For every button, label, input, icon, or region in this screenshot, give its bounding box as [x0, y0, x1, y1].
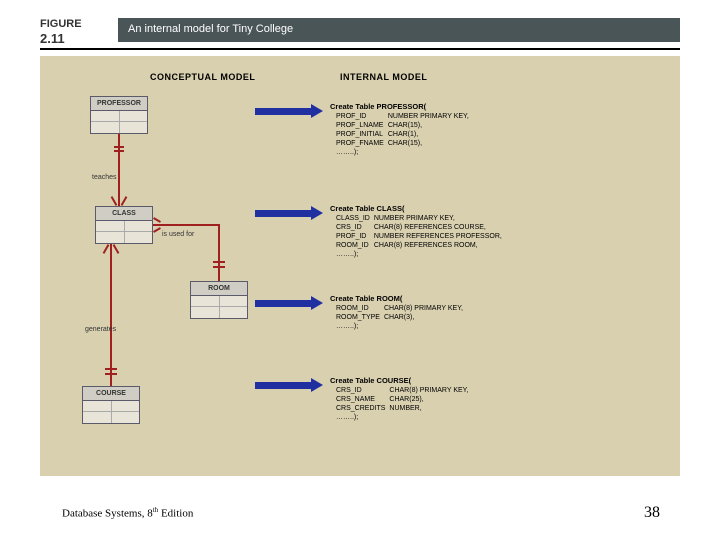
crow-class-right-1: [153, 217, 161, 223]
sql-course-head: Create Table COURSE(: [330, 376, 472, 386]
rel-isusedfor: is used for: [162, 231, 194, 238]
figure-title: An internal model for Tiny College: [128, 23, 293, 35]
sql-course-rows: CRS_IDCHAR(8) PRIMARY KEY, CRS_NAMECHAR(…: [336, 386, 472, 413]
sql-class: Create Table CLASS( CLASS_IDNUMBER PRIMA…: [330, 204, 506, 259]
entity-class-name: CLASS: [96, 207, 152, 221]
conn-class-room-h: [153, 224, 218, 226]
conn-class-room-v: [218, 224, 220, 281]
crow-class-right-2: [153, 227, 161, 233]
sql-course-end: ……..);: [336, 413, 472, 422]
figure-label: FIGURE 2.11: [40, 18, 110, 47]
sql-class-head: Create Table CLASS(: [330, 204, 506, 214]
crow-class-top-2: [121, 196, 128, 206]
sql-room-end: ……..);: [336, 322, 467, 331]
sql-room: Create Table ROOM( ROOM_IDCHAR(8) PRIMAR…: [330, 294, 467, 331]
tick-course-top2: [105, 373, 117, 375]
sql-professor: Create Table PROFESSOR( PROF_IDNUMBER PR…: [330, 102, 473, 157]
entity-room-name: ROOM: [191, 282, 247, 296]
col-header-conceptual: CONCEPTUAL MODEL: [150, 72, 255, 82]
page-number: 38: [644, 504, 660, 522]
entity-room: ROOM: [190, 281, 248, 319]
tick-course-top: [105, 368, 117, 370]
entity-professor: PROFESSOR: [90, 96, 148, 134]
sql-room-head: Create Table ROOM(: [330, 294, 467, 304]
sql-course: Create Table COURSE( CRS_IDCHAR(8) PRIMA…: [330, 376, 472, 422]
tick-room-top2: [213, 266, 225, 268]
footer-text: Database Systems, 8th Edition: [62, 506, 193, 520]
figure-title-bar: An internal model for Tiny College: [118, 18, 680, 42]
sql-class-end: ……..);: [336, 250, 506, 259]
footer-post: Edition: [158, 508, 193, 520]
arrow-class: [255, 206, 323, 220]
sql-class-rows: CLASS_IDNUMBER PRIMARY KEY, CRS_IDCHAR(8…: [336, 214, 506, 250]
crow-prof-end2: [114, 150, 124, 152]
crow-class-bot-1: [103, 244, 110, 254]
footer-pre: Database Systems, 8: [62, 508, 153, 520]
conn-prof-class: [118, 134, 120, 206]
col-header-internal: INTERNAL MODEL: [340, 72, 427, 82]
entity-course: COURSE: [82, 386, 140, 424]
figure-word: FIGURE: [40, 18, 82, 30]
arrow-professor: [255, 104, 323, 118]
conn-class-course: [110, 244, 112, 386]
sql-room-rows: ROOM_IDCHAR(8) PRIMARY KEY, ROOM_TYPECHA…: [336, 304, 467, 322]
entity-course-name: COURSE: [83, 387, 139, 401]
crow-class-top-1: [111, 196, 118, 206]
sql-professor-head: Create Table PROFESSOR(: [330, 102, 473, 112]
figure-number: 2.11: [40, 31, 65, 46]
crow-class-bot-2: [113, 244, 120, 254]
sql-professor-rows: PROF_IDNUMBER PRIMARY KEY, PROF_LNAMECHA…: [336, 112, 473, 148]
tick-room-top: [213, 261, 225, 263]
figure-header: FIGURE 2.11 An internal model for Tiny C…: [40, 18, 680, 50]
rel-teaches: teaches: [92, 174, 117, 181]
diagram-area: CONCEPTUAL MODEL INTERNAL MODEL PROFESSO…: [40, 56, 680, 476]
arrow-course: [255, 378, 323, 392]
entity-class: CLASS: [95, 206, 153, 244]
sql-professor-end: ……..);: [336, 148, 473, 157]
entity-professor-name: PROFESSOR: [91, 97, 147, 111]
arrow-room: [255, 296, 323, 310]
rel-generates: generates: [85, 326, 116, 333]
header-underline: [40, 48, 680, 50]
crow-prof-end: [114, 146, 124, 148]
